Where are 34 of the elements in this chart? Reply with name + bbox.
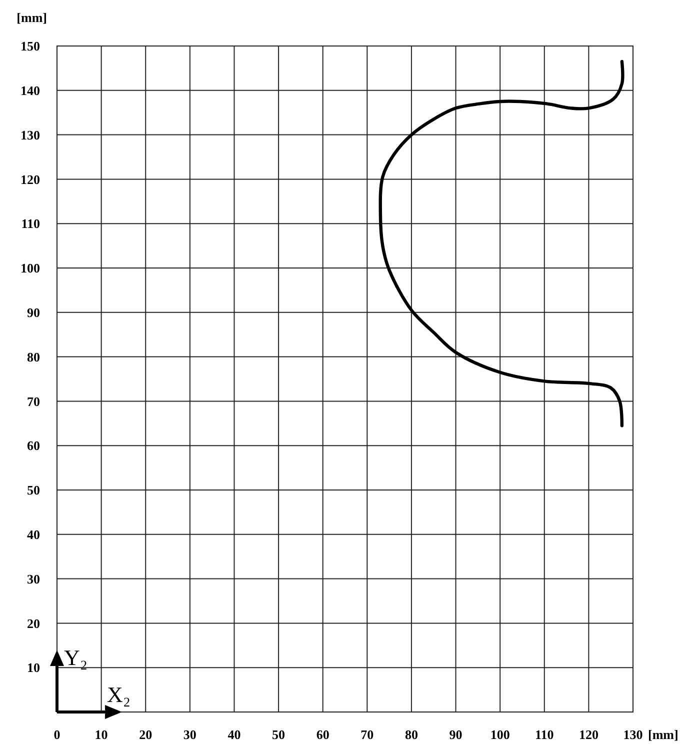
- y-tick-label: 120: [20, 172, 40, 187]
- x-tick-label: 110: [534, 727, 554, 742]
- y-tick-label: 60: [27, 438, 40, 454]
- x-tick-label: 40: [228, 727, 241, 742]
- y-tick-label: 30: [27, 571, 40, 586]
- y-tick-label: 110: [21, 216, 40, 232]
- x-tick-label: 0: [54, 727, 60, 742]
- annotation: Y₂: [64, 645, 88, 670]
- annotation: X₂: [107, 682, 131, 707]
- y-tick-label: 90: [27, 304, 40, 320]
- x-tick-label: 100: [490, 727, 510, 742]
- x-tick-label: 30: [183, 727, 196, 742]
- line-series: [378, 60, 624, 428]
- y-tick-label: 10: [27, 660, 40, 676]
- x-tick-label: 120: [578, 727, 598, 742]
- x-tick-label: 60: [316, 727, 330, 742]
- y-tick-label: 20: [27, 616, 40, 631]
- x-tick-label: 130: [623, 727, 643, 742]
- y-axis-title: [mm]: [16, 10, 47, 25]
- y-tick-label: 130: [20, 127, 40, 142]
- y-tick-label: 150: [20, 38, 40, 54]
- y-tick-label: 100: [20, 260, 40, 276]
- x-axis-title: [mm]: [648, 727, 678, 742]
- y-tick-label: 140: [20, 82, 40, 98]
- x-tick-label: 50: [272, 727, 286, 742]
- x-tick-label: 90: [449, 727, 462, 742]
- x-tick-label: 10: [94, 727, 108, 742]
- x-tick-label: 80: [404, 727, 418, 742]
- x-tick-label: 20: [139, 727, 152, 742]
- y-tick-label: 80: [27, 349, 40, 364]
- y-tick-label: 40: [27, 526, 40, 542]
- x-tick-label: 70: [360, 727, 374, 742]
- y-tick-label: 50: [27, 482, 40, 498]
- y-tick-label: 70: [27, 394, 40, 409]
